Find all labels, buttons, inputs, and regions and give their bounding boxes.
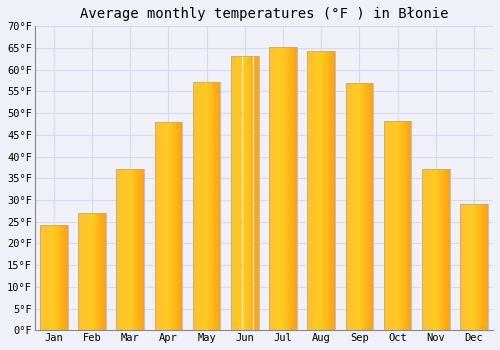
Bar xyxy=(116,169,144,330)
Title: Average monthly temperatures (°F ) in Błonie: Average monthly temperatures (°F ) in Bł… xyxy=(80,7,448,21)
Bar xyxy=(384,121,411,330)
Bar xyxy=(422,169,450,330)
Bar xyxy=(78,212,106,330)
Bar xyxy=(460,204,487,330)
Bar xyxy=(308,51,335,330)
Bar xyxy=(231,56,258,330)
Bar xyxy=(193,82,220,330)
Bar xyxy=(346,83,373,330)
Bar xyxy=(40,225,68,330)
Bar xyxy=(269,47,296,330)
Bar xyxy=(154,122,182,330)
